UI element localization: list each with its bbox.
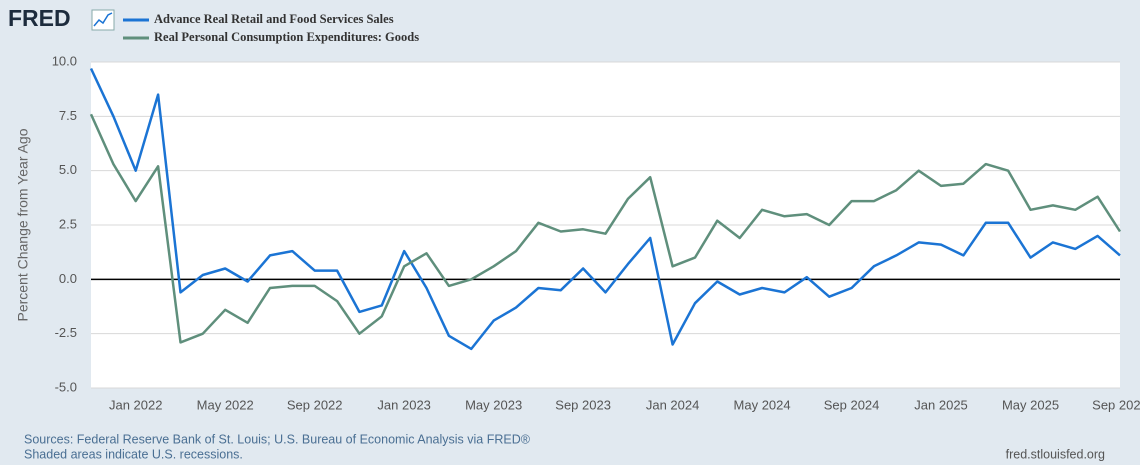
x-tick-label: Jan 2022: [109, 397, 163, 412]
x-tick-label: Sep 2025: [1092, 397, 1140, 412]
y-tick-label: 2.5: [59, 216, 77, 231]
x-tick-label: Jan 2023: [377, 397, 431, 412]
x-tick-label: Jan 2024: [646, 397, 700, 412]
y-tick-label: 10.0: [52, 53, 77, 68]
x-tick-label: Sep 2022: [287, 397, 343, 412]
x-tick-label: Jan 2025: [914, 397, 968, 412]
source: Sources: Federal Reserve Bank of St. Lou…: [24, 432, 531, 446]
y-tick-label: 0.0: [59, 271, 77, 286]
note: Shaded areas indicate U.S. recessions.: [24, 447, 243, 461]
x-tick-label: May 2025: [1002, 397, 1059, 412]
x-tick-label: May 2023: [465, 397, 522, 412]
y-axis-label: Percent Change from Year Ago: [15, 128, 31, 321]
x-tick-label: May 2022: [197, 397, 254, 412]
site: fred.stlouisfed.org: [1006, 447, 1105, 461]
series-line: [89, 113, 1122, 344]
x-tick-label: Sep 2023: [555, 397, 611, 412]
x-tick-label: Sep 2024: [824, 397, 880, 412]
logo-icon: [91, 9, 115, 31]
y-tick-label: -2.5: [55, 325, 77, 340]
legend-label: Advance Real Retail and Food Services Sa…: [154, 12, 394, 26]
y-tick-label: -5.0: [55, 379, 77, 394]
x-tick-label: May 2024: [734, 397, 791, 412]
legend-label: Real Personal Consumption Expenditures: …: [154, 30, 419, 44]
logo: FRED: [8, 5, 71, 31]
y-tick-label: 5.0: [59, 162, 77, 177]
series-line: [89, 67, 1121, 351]
y-tick-label: 7.5: [59, 108, 77, 123]
